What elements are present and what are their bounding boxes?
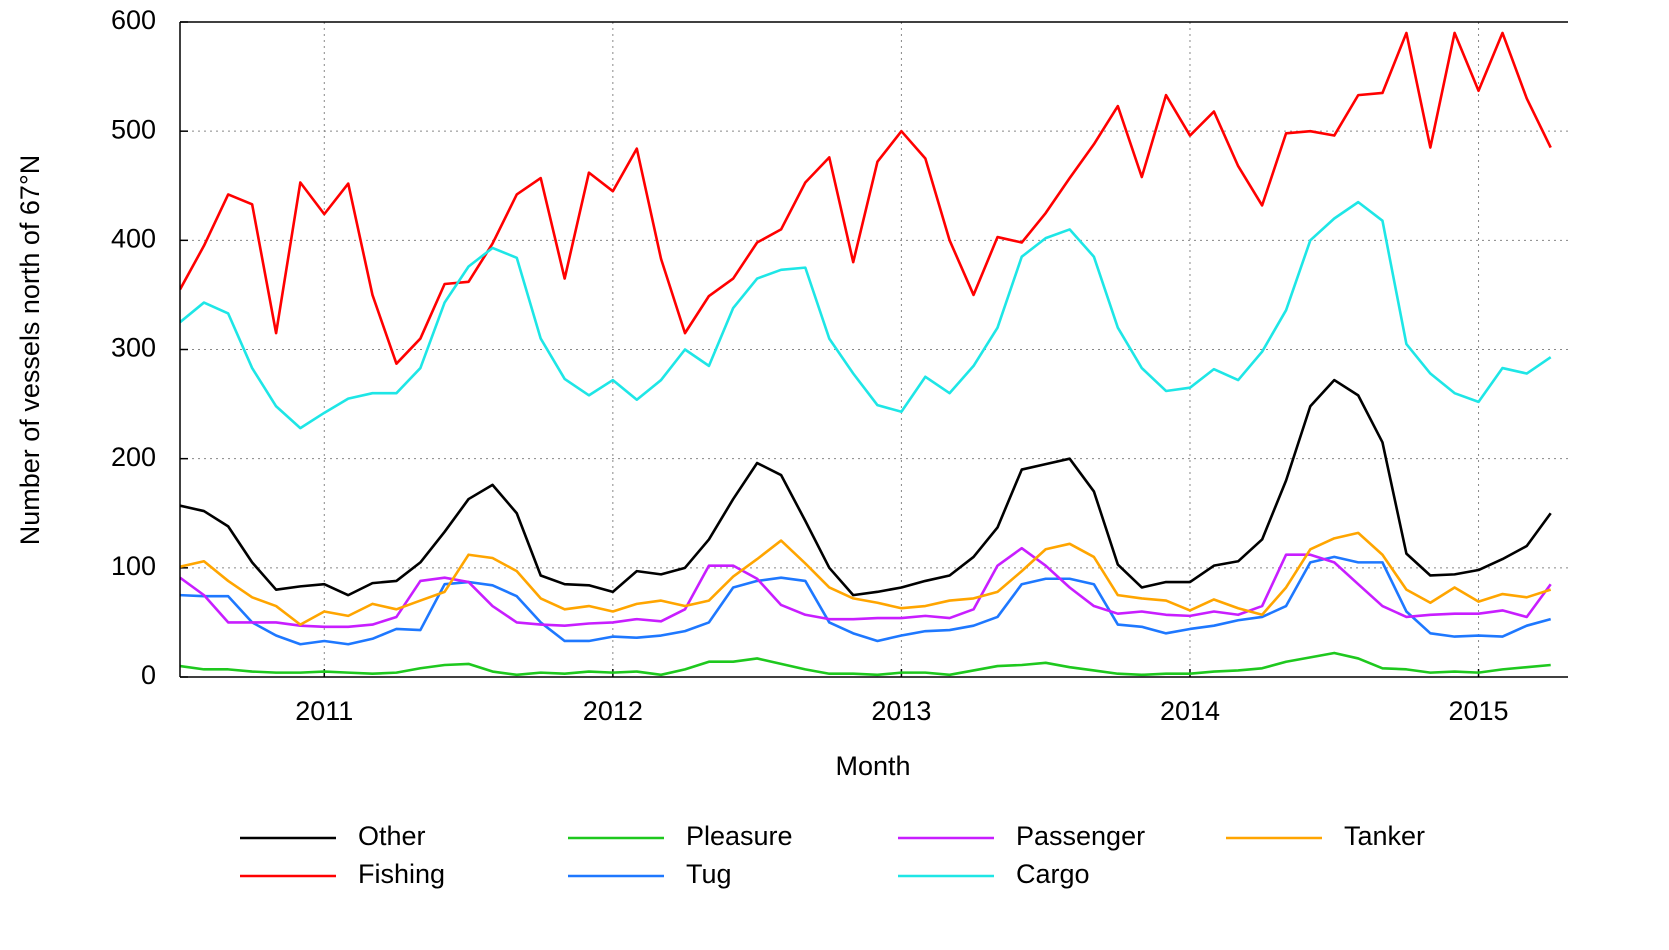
x-tick-label: 2015 bbox=[1449, 696, 1509, 726]
series-line bbox=[180, 651, 1551, 677]
x-axis-label: Month bbox=[835, 751, 910, 781]
series-line bbox=[180, 378, 1552, 597]
x-tick-label: 2014 bbox=[1160, 696, 1220, 726]
legend-label: Other bbox=[358, 821, 426, 851]
legend-label: Pleasure bbox=[686, 821, 793, 851]
legend-label: Tanker bbox=[1344, 821, 1425, 851]
legend-label: Passenger bbox=[1016, 821, 1145, 851]
y-tick-label: 500 bbox=[111, 114, 156, 144]
legend-label: Cargo bbox=[1016, 859, 1090, 889]
series-line bbox=[180, 531, 1552, 626]
legend-label: Tug bbox=[686, 859, 732, 889]
y-axis-label: Number of vessels north of 67°N bbox=[15, 155, 45, 545]
y-tick-label: 400 bbox=[111, 223, 156, 253]
y-tick-label: 600 bbox=[111, 5, 156, 35]
y-tick-label: 300 bbox=[111, 333, 156, 363]
series-line bbox=[180, 546, 1552, 629]
x-tick-label: 2013 bbox=[871, 696, 931, 726]
legend-label: Fishing bbox=[358, 859, 445, 889]
series-line bbox=[180, 31, 1552, 365]
x-tick-label: 2011 bbox=[295, 696, 353, 726]
series-line bbox=[180, 200, 1552, 430]
y-tick-label: 200 bbox=[111, 442, 156, 472]
y-tick-label: 0 bbox=[141, 660, 156, 690]
x-tick-label: 2012 bbox=[583, 696, 643, 726]
y-tick-label: 100 bbox=[111, 551, 156, 581]
